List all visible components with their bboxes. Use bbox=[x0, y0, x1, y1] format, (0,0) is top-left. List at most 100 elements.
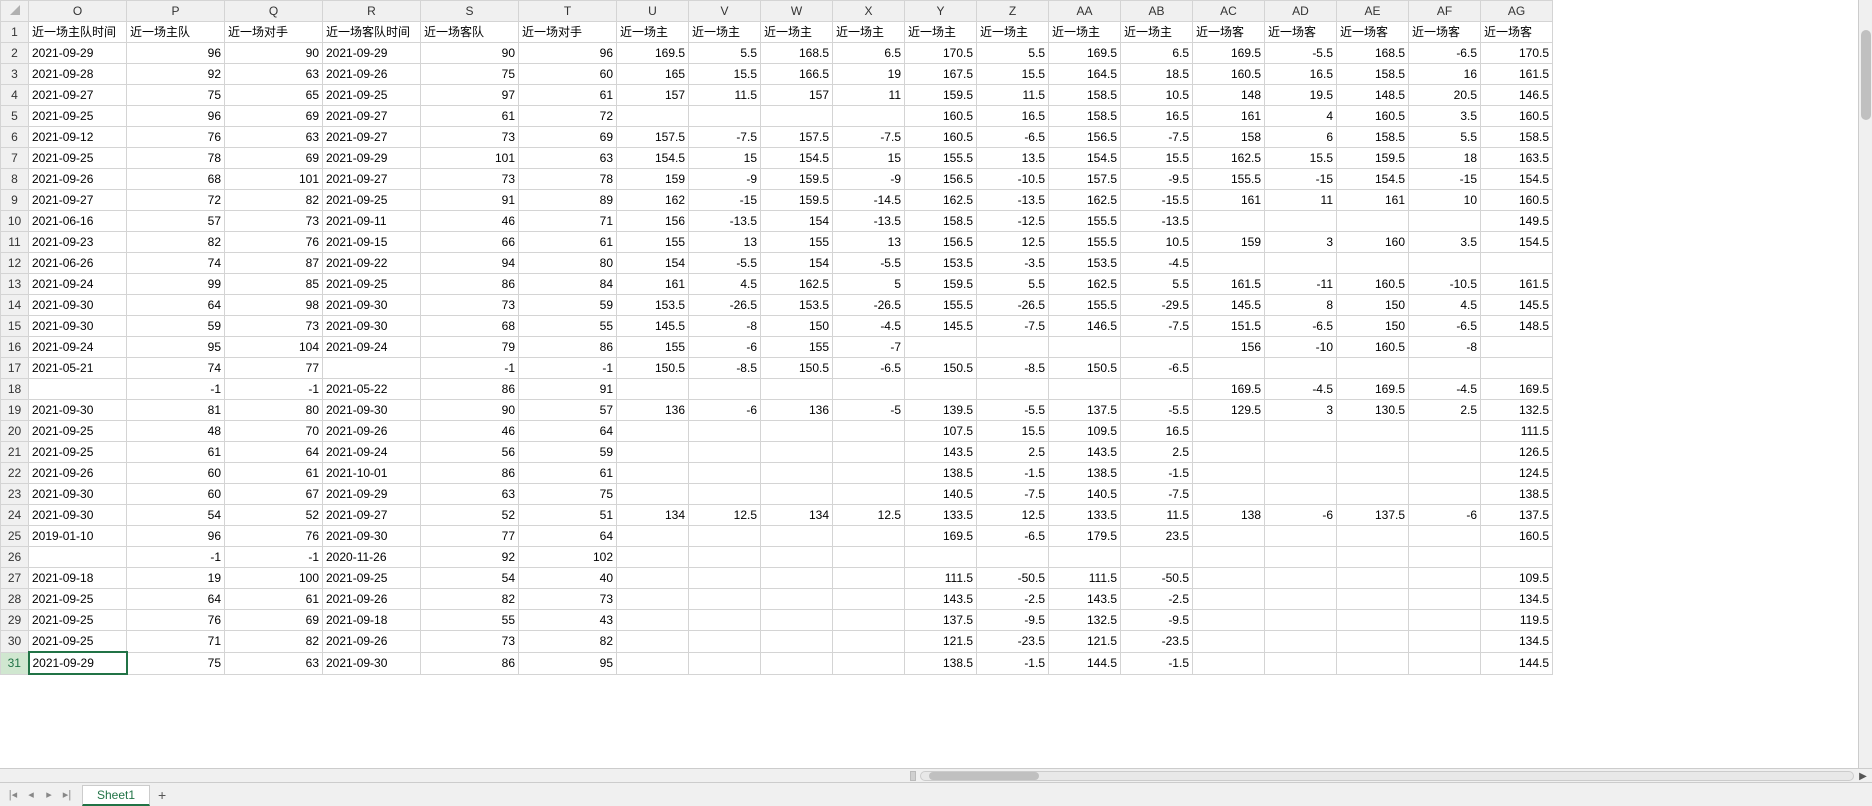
data-cell[interactable]: 157.5 bbox=[1049, 169, 1121, 190]
header-cell[interactable]: 近一场客 bbox=[1481, 22, 1553, 43]
data-cell[interactable] bbox=[1193, 652, 1265, 674]
data-cell[interactable]: 2021-09-24 bbox=[29, 274, 127, 295]
data-cell[interactable]: 101 bbox=[225, 169, 323, 190]
data-cell[interactable]: 10 bbox=[1409, 190, 1481, 211]
header-cell[interactable]: 近一场客 bbox=[1337, 22, 1409, 43]
data-cell[interactable]: 11.5 bbox=[689, 85, 761, 106]
data-cell[interactable] bbox=[1193, 589, 1265, 610]
horizontal-scrollbar-track[interactable] bbox=[920, 771, 1854, 781]
data-cell[interactable]: 51 bbox=[519, 505, 617, 526]
data-cell[interactable]: 73 bbox=[421, 169, 519, 190]
data-cell[interactable] bbox=[833, 442, 905, 463]
data-cell[interactable] bbox=[1481, 547, 1553, 568]
data-cell[interactable]: -7.5 bbox=[977, 484, 1049, 505]
data-cell[interactable]: 162.5 bbox=[1049, 274, 1121, 295]
data-cell[interactable] bbox=[1265, 463, 1337, 484]
row-header[interactable]: 25 bbox=[1, 526, 29, 547]
data-cell[interactable]: 100 bbox=[225, 568, 323, 589]
data-cell[interactable]: -6.5 bbox=[833, 358, 905, 379]
data-cell[interactable]: 72 bbox=[519, 106, 617, 127]
data-cell[interactable] bbox=[1121, 379, 1193, 400]
data-cell[interactable] bbox=[1409, 358, 1481, 379]
data-cell[interactable]: 145.5 bbox=[617, 316, 689, 337]
data-cell[interactable] bbox=[1193, 526, 1265, 547]
data-cell[interactable]: 91 bbox=[421, 190, 519, 211]
data-cell[interactable]: 2021-09-25 bbox=[29, 106, 127, 127]
data-cell[interactable]: 65 bbox=[225, 85, 323, 106]
data-cell[interactable] bbox=[761, 484, 833, 505]
data-cell[interactable] bbox=[1409, 568, 1481, 589]
data-cell[interactable]: 157 bbox=[617, 85, 689, 106]
data-cell[interactable]: 158 bbox=[1193, 127, 1265, 148]
data-cell[interactable]: 61 bbox=[519, 232, 617, 253]
data-cell[interactable] bbox=[1193, 484, 1265, 505]
data-cell[interactable]: 109.5 bbox=[1481, 568, 1553, 589]
data-cell[interactable]: -6.5 bbox=[977, 127, 1049, 148]
data-cell[interactable]: 159.5 bbox=[905, 85, 977, 106]
data-cell[interactable] bbox=[29, 547, 127, 568]
data-cell[interactable]: 11 bbox=[833, 85, 905, 106]
header-cell[interactable]: 近一场客 bbox=[1409, 22, 1481, 43]
data-cell[interactable] bbox=[617, 442, 689, 463]
data-cell[interactable] bbox=[1265, 526, 1337, 547]
data-cell[interactable]: 75 bbox=[127, 85, 225, 106]
data-cell[interactable]: -9 bbox=[689, 169, 761, 190]
data-cell[interactable]: 163.5 bbox=[1481, 148, 1553, 169]
data-cell[interactable] bbox=[1337, 589, 1409, 610]
data-cell[interactable]: 160.5 bbox=[1337, 337, 1409, 358]
data-cell[interactable]: 46 bbox=[421, 421, 519, 442]
data-cell[interactable] bbox=[1193, 253, 1265, 274]
data-cell[interactable]: 52 bbox=[225, 505, 323, 526]
data-cell[interactable]: 111.5 bbox=[1049, 568, 1121, 589]
data-cell[interactable]: 2021-09-27 bbox=[323, 127, 421, 148]
data-cell[interactable] bbox=[1337, 421, 1409, 442]
data-cell[interactable]: -5.5 bbox=[689, 253, 761, 274]
data-cell[interactable] bbox=[1265, 568, 1337, 589]
data-cell[interactable]: 137.5 bbox=[1481, 505, 1553, 526]
data-cell[interactable]: 73 bbox=[421, 295, 519, 316]
data-cell[interactable]: 2021-09-30 bbox=[323, 295, 421, 316]
data-cell[interactable]: 157.5 bbox=[617, 127, 689, 148]
data-cell[interactable]: 13 bbox=[833, 232, 905, 253]
data-cell[interactable]: 5.5 bbox=[1409, 127, 1481, 148]
data-cell[interactable] bbox=[1409, 589, 1481, 610]
data-cell[interactable]: 2021-09-27 bbox=[29, 85, 127, 106]
data-cell[interactable]: 154.5 bbox=[761, 148, 833, 169]
data-cell[interactable]: 86 bbox=[421, 463, 519, 484]
data-cell[interactable] bbox=[905, 379, 977, 400]
data-cell[interactable] bbox=[1265, 442, 1337, 463]
data-cell[interactable]: -23.5 bbox=[977, 631, 1049, 653]
column-header-Y[interactable]: Y bbox=[905, 1, 977, 22]
header-cell[interactable]: 近一场主 bbox=[905, 22, 977, 43]
data-cell[interactable]: 146.5 bbox=[1049, 316, 1121, 337]
data-cell[interactable]: -9 bbox=[833, 169, 905, 190]
row-header[interactable]: 12 bbox=[1, 253, 29, 274]
data-cell[interactable]: 160.5 bbox=[905, 106, 977, 127]
data-cell[interactable]: 2021-10-01 bbox=[323, 463, 421, 484]
data-cell[interactable]: 61 bbox=[225, 463, 323, 484]
data-cell[interactable]: 77 bbox=[225, 358, 323, 379]
data-cell[interactable]: -26.5 bbox=[833, 295, 905, 316]
data-cell[interactable] bbox=[1121, 337, 1193, 358]
row-header[interactable]: 30 bbox=[1, 631, 29, 653]
data-cell[interactable]: 132.5 bbox=[1481, 400, 1553, 421]
data-cell[interactable]: 2021-09-29 bbox=[323, 43, 421, 64]
data-cell[interactable]: 3 bbox=[1265, 232, 1337, 253]
data-cell[interactable] bbox=[761, 547, 833, 568]
data-cell[interactable]: 134 bbox=[761, 505, 833, 526]
data-cell[interactable] bbox=[833, 484, 905, 505]
data-cell[interactable]: 155 bbox=[761, 337, 833, 358]
data-cell[interactable] bbox=[1337, 547, 1409, 568]
data-cell[interactable]: -13.5 bbox=[689, 211, 761, 232]
data-cell[interactable]: 165 bbox=[617, 64, 689, 85]
data-cell[interactable]: 151.5 bbox=[1193, 316, 1265, 337]
data-cell[interactable]: 143.5 bbox=[1049, 442, 1121, 463]
data-cell[interactable]: 143.5 bbox=[905, 589, 977, 610]
data-cell[interactable]: 160.5 bbox=[1337, 274, 1409, 295]
data-cell[interactable]: 158.5 bbox=[1337, 64, 1409, 85]
row-header[interactable]: 26 bbox=[1, 547, 29, 568]
data-cell[interactable]: 3 bbox=[1265, 400, 1337, 421]
data-cell[interactable] bbox=[617, 526, 689, 547]
data-cell[interactable]: 2021-09-23 bbox=[29, 232, 127, 253]
data-cell[interactable]: 150 bbox=[1337, 295, 1409, 316]
